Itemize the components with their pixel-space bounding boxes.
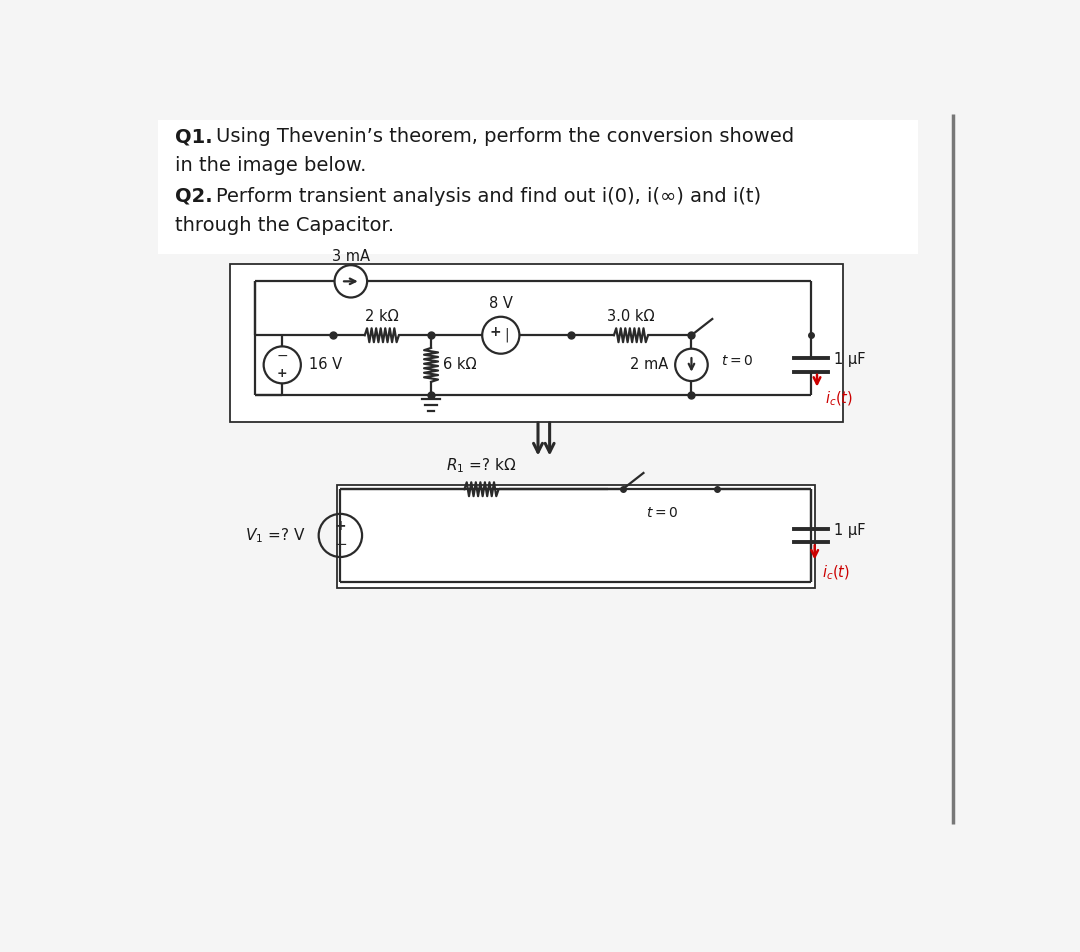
Text: $i_c(t)$: $i_c(t)$: [823, 564, 850, 583]
FancyBboxPatch shape: [230, 264, 842, 423]
FancyBboxPatch shape: [337, 486, 814, 587]
Text: 6 kΩ: 6 kΩ: [444, 357, 477, 372]
Text: 2 mA: 2 mA: [630, 357, 669, 372]
Text: |: |: [504, 328, 510, 343]
Text: +: +: [489, 326, 501, 339]
Text: $t = 0$: $t = 0$: [646, 506, 678, 520]
Text: $V_1$ =? V: $V_1$ =? V: [245, 526, 306, 545]
Text: $t = 0$: $t = 0$: [721, 354, 753, 368]
Text: Q1.: Q1.: [175, 128, 213, 147]
Text: Perform transient analysis and find out i(0), i(∞) and i(t): Perform transient analysis and find out …: [216, 187, 760, 206]
Text: 16 V: 16 V: [309, 357, 342, 372]
Text: 1 μF: 1 μF: [834, 352, 865, 367]
Text: 1 μF: 1 μF: [834, 523, 865, 538]
Text: in the image below.: in the image below.: [175, 156, 367, 175]
Text: Using Thevenin’s theorem, perform the conversion showed: Using Thevenin’s theorem, perform the co…: [216, 128, 794, 147]
Text: −: −: [334, 537, 347, 552]
Text: 2 kΩ: 2 kΩ: [365, 308, 399, 324]
FancyBboxPatch shape: [159, 120, 918, 254]
Text: through the Capacitor.: through the Capacitor.: [175, 216, 394, 235]
Text: $i_c(t)$: $i_c(t)$: [825, 389, 853, 407]
Text: 8 V: 8 V: [489, 295, 513, 310]
Text: +: +: [276, 367, 287, 380]
Text: −: −: [276, 349, 288, 363]
Text: 3.0 kΩ: 3.0 kΩ: [607, 308, 654, 324]
Text: 3 mA: 3 mA: [332, 249, 369, 265]
Text: +: +: [335, 519, 347, 533]
Text: $R_1$ =? kΩ: $R_1$ =? kΩ: [446, 457, 516, 475]
Text: Q2.: Q2.: [175, 187, 213, 206]
